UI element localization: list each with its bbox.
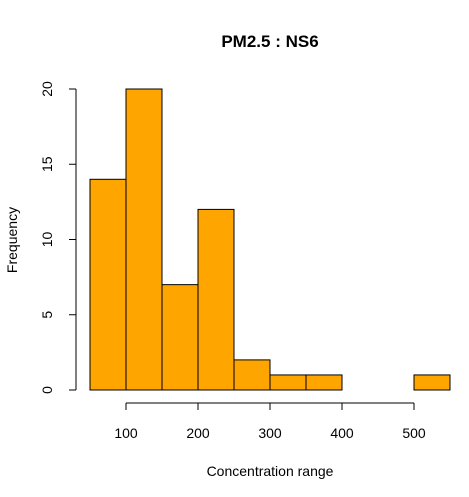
- histogram-bar-100-150: [125, 88, 163, 391]
- chart-title: PM2.5 : NS6: [221, 32, 318, 51]
- histogram-bar-50-100: [89, 178, 127, 391]
- bars-layer: [89, 88, 451, 391]
- y-axis-label: Frequency: [4, 207, 20, 273]
- x-axis: 100 200 300 400 500: [114, 402, 426, 441]
- histogram-bar-500-550: [413, 374, 451, 391]
- y-tick-label-15: 15: [39, 156, 55, 172]
- y-tick-label-5: 5: [39, 311, 55, 319]
- x-tick-label-500: 500: [402, 425, 426, 441]
- x-tick-label-300: 300: [258, 425, 282, 441]
- histogram-bar-200-250: [197, 208, 235, 391]
- y-axis: 0 5 10 15 20: [39, 81, 77, 394]
- histogram-bar-150-200: [161, 284, 199, 391]
- histogram-bar-250-300: [233, 359, 271, 391]
- y-tick-label-20: 20: [39, 81, 55, 97]
- y-tick-label-0: 0: [39, 386, 55, 394]
- y-tick-label-10: 10: [39, 232, 55, 248]
- x-tick-label-100: 100: [114, 425, 138, 441]
- x-tick-label-400: 400: [330, 425, 354, 441]
- histogram-bar-350-400: [305, 374, 343, 391]
- x-axis-label: Concentration range: [207, 463, 334, 479]
- histogram-bar-300-350: [269, 374, 307, 391]
- x-tick-label-200: 200: [186, 425, 210, 441]
